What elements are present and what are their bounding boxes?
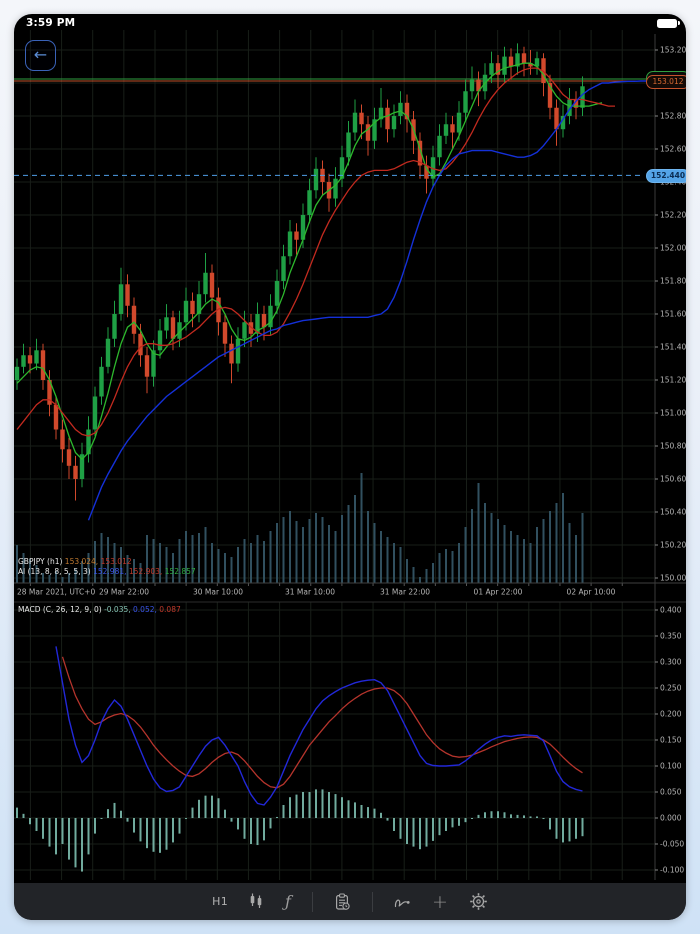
axis-tick-label: 29 Mar 22:00 — [99, 588, 149, 597]
axis-tick-label: 153.200 — [660, 46, 686, 55]
axis-tick-label: 151.800 — [660, 277, 686, 286]
trading-app-window: 3:59 PM 153.200153.000152.800152.600152.… — [14, 14, 686, 920]
macd-signal-line — [61, 656, 583, 789]
bottom-toolbar: H1 ƒ — [14, 883, 686, 920]
axis-tick-label: -0.100 — [660, 866, 684, 875]
status-bar: 3:59 PM — [14, 14, 686, 31]
axis-tick-label: 0.000 — [660, 814, 682, 823]
axis-tick-label: 150.000 — [660, 574, 686, 583]
bid-price-badge: 153.012 — [646, 75, 686, 89]
settings-button[interactable] — [469, 892, 488, 911]
current-price-badge: 152.440 — [646, 169, 686, 183]
candlestick-chart-icon — [250, 893, 262, 908]
macd-histogram — [16, 789, 584, 872]
axis-tick-label: 30 Mar 10:00 — [193, 588, 243, 597]
indicator-label: Al (13, 8, 8, 5, 5, 3) — [18, 566, 91, 576]
macd-hist-value: -0.035, — [104, 605, 131, 614]
macd-main-line — [55, 646, 583, 806]
macd-line-value: 0.052, — [133, 605, 157, 614]
axis-tick-label: 28 Mar 2021, UTC+0 — [17, 588, 95, 597]
volume-bars — [16, 473, 584, 583]
axis-tick-label: 150.200 — [660, 541, 686, 550]
timeframe-button[interactable]: H1 — [212, 895, 229, 908]
axis-tick-label: 02 Apr 10:00 — [567, 588, 616, 597]
add-object-button[interactable]: + — [432, 891, 448, 913]
toolbar-divider — [311, 891, 313, 912]
axis-tick-label: 150.600 — [660, 475, 686, 484]
drawing-tools-button[interactable] — [394, 895, 411, 909]
back-button[interactable]: ← — [25, 40, 56, 71]
clipboard-clock-icon — [335, 892, 350, 910]
indicators-button[interactable]: ƒ — [285, 892, 291, 911]
chart-legend: GBPJPY (h1) 153.024, 153.012 Al (13, 8, … — [18, 557, 196, 576]
axis-tick-label: 0.200 — [660, 710, 682, 719]
axis-tick-label: 31 Mar 10:00 — [285, 588, 335, 597]
macd-signal-value: 0.087 — [159, 605, 181, 614]
axis-tick-label: 152.000 — [660, 244, 686, 253]
status-time: 3:59 PM — [26, 17, 76, 29]
axis-tick-label: 01 Apr 22:00 — [474, 588, 523, 597]
axis-tick-label: 151.600 — [660, 310, 686, 319]
axis-tick-label: 0.150 — [660, 736, 682, 745]
chart-type-button[interactable] — [249, 893, 264, 910]
alligator-teeth-line — [16, 67, 615, 437]
chart-canvas[interactable]: 153.200153.000152.800152.600152.400152.2… — [14, 14, 686, 920]
lips-value: 152.857 — [164, 566, 196, 576]
axis-tick-label: 151.400 — [660, 343, 686, 352]
axis-tick-label: 151.000 — [660, 409, 686, 418]
symbol-label: GBPJPY (h1) — [18, 557, 63, 566]
axis-tick-label: 0.100 — [660, 762, 682, 771]
toolbar-divider — [371, 891, 373, 912]
alligator-jaw-line — [87, 80, 654, 521]
ask-price-value: 153.024, — [64, 557, 99, 566]
axis-tick-label: 150.400 — [660, 508, 686, 517]
axis-tick-label: 0.050 — [660, 788, 682, 797]
axis-tick-label: 152.600 — [660, 145, 686, 154]
gear-icon — [470, 893, 487, 910]
battery-icon — [657, 18, 680, 28]
macd-legend: MACD (C, 26, 12, 9, 0) -0.035, 0.052, 0.… — [18, 605, 181, 615]
axis-tick-label: 0.300 — [660, 658, 682, 667]
freehand-draw-icon — [394, 899, 410, 907]
jaw-value: 152.981, — [93, 566, 127, 576]
axis-tick-label: 0.350 — [660, 632, 682, 641]
order-history-button[interactable] — [334, 892, 351, 911]
back-arrow-icon: ← — [33, 45, 48, 64]
bid-price-value: 153.012 — [100, 557, 132, 566]
macd-label: MACD (C, 26, 12, 9, 0) — [18, 605, 102, 614]
axis-tick-label: 152.200 — [660, 211, 686, 220]
candles — [14, 43, 585, 501]
axis-tick-label: -0.050 — [660, 840, 684, 849]
axis-tick-label: 0.400 — [660, 606, 682, 615]
axis-tick-label: 151.200 — [660, 376, 686, 385]
alligator-lips-line — [16, 62, 603, 461]
function-icon: ƒ — [285, 892, 291, 911]
axis-tick-label: 152.800 — [660, 112, 686, 121]
teeth-value: 152.903, — [128, 566, 163, 576]
plus-icon: + — [431, 890, 448, 913]
axis-tick-label: 0.250 — [660, 684, 682, 693]
axis-tick-label: 31 Mar 22:00 — [380, 588, 430, 597]
axis-tick-label: 150.800 — [660, 442, 686, 451]
